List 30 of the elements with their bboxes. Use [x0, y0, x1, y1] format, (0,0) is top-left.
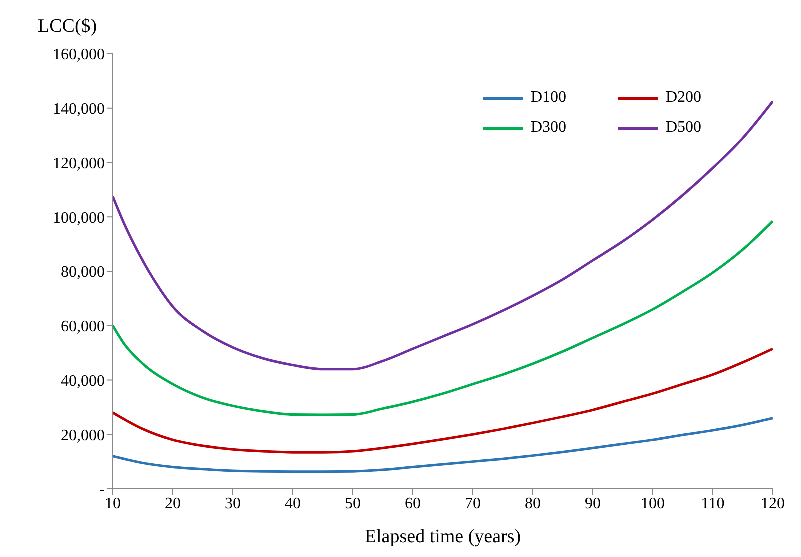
x-tick-label: 100: [641, 495, 665, 512]
y-axis-title: LCC($): [38, 16, 98, 38]
legend-label: D300: [531, 118, 567, 138]
legend-label: D500: [666, 118, 702, 138]
x-tick-label: 80: [525, 495, 541, 512]
line-series: [113, 220, 773, 416]
y-tick-label: -: [100, 482, 105, 499]
legend-label: D200: [666, 88, 702, 108]
x-tick-label: 30: [225, 495, 241, 512]
y-tick-label: 60,000: [61, 318, 105, 336]
x-tick-label: 10: [105, 495, 121, 512]
x-tick-label: 70: [465, 495, 481, 512]
y-tick-label: 20,000: [61, 427, 105, 444]
x-tick-label: 50: [345, 495, 361, 512]
x-tick-label: 60: [405, 495, 421, 512]
y-tick-label: 80,000: [61, 264, 105, 282]
line-series: [113, 417, 773, 474]
y-tick-label: 160,000: [53, 46, 105, 64]
y-tick-label: 120,000: [53, 155, 105, 172]
x-tick-label: 110: [701, 495, 725, 512]
x-tick-label: 20: [165, 495, 181, 512]
x-tick-label: 120: [761, 495, 785, 512]
y-tick-label: 100,000: [53, 210, 105, 227]
x-tick-label: 40: [285, 495, 301, 512]
legend-label: D100: [531, 88, 567, 108]
y-tick-label: 40,000: [61, 372, 105, 390]
x-tick-label: 90: [585, 495, 601, 512]
y-tick-label: 140,000: [53, 101, 105, 118]
line-series: [113, 348, 773, 454]
x-axis-title: Elapsed time (years): [364, 526, 522, 548]
